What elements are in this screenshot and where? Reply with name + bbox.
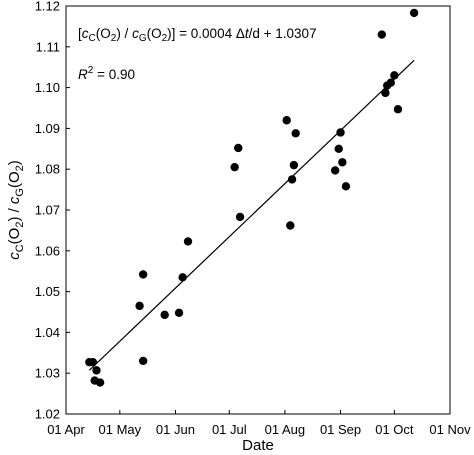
data-point: [341, 182, 351, 191]
data-point: [334, 144, 343, 153]
y-tick-label: 1.09: [35, 121, 60, 136]
y-tick-label: 1.12: [35, 0, 60, 14]
y-tick-label: 1.05: [35, 284, 60, 299]
x-tick-label: 01 Sep: [320, 422, 361, 437]
data-point: [235, 212, 245, 222]
x-tick-label: 01 Nov: [429, 422, 471, 437]
data-point: [138, 270, 148, 279]
y-tick-label: 1.10: [35, 80, 60, 95]
data-point: [138, 356, 148, 366]
data-point: [377, 30, 387, 39]
r-squared-annotation: R2 = 0.90: [78, 65, 135, 82]
data-point: [289, 160, 299, 170]
data-point: [291, 129, 300, 138]
y-tick-label: 1.07: [35, 203, 60, 218]
data-point: [95, 378, 105, 387]
data-point: [135, 301, 144, 311]
data-point: [230, 162, 239, 172]
x-tick-label: 01 Oct: [375, 422, 414, 437]
data-point: [92, 366, 101, 375]
data-point: [178, 273, 187, 282]
data-point: [390, 71, 399, 80]
x-tick-label: 01 Jun: [156, 422, 195, 437]
data-point: [330, 166, 340, 175]
y-axis: 1.02 1.03 1.04 1.05 1.06 1.07 1.08 1.09 1.10 1.11…: [35, 0, 70, 422]
fit-line: [88, 59, 415, 371]
data-point: [234, 143, 243, 153]
data-point: [160, 310, 169, 320]
data-point: [183, 237, 193, 246]
data-point: [287, 175, 297, 184]
x-tick-label: 01 Jul: [212, 422, 247, 437]
y-tick-label: 1.04: [35, 325, 60, 340]
x-axis: 01 Apr 01 May 01 Jun 01 Jul 01 Aug 01 Sep 01 O…: [47, 410, 471, 437]
data-points: [85, 8, 419, 387]
x-tick-label: 01 Apr: [47, 422, 85, 437]
data-point: [174, 308, 184, 318]
data-point: [336, 128, 345, 137]
y-tick-label: 1.08: [35, 162, 60, 177]
data-point: [88, 357, 98, 367]
data-point: [386, 78, 395, 87]
data-point: [393, 105, 403, 114]
y-tick-label: 1.03: [35, 366, 60, 381]
fit-line-group: [88, 59, 415, 371]
x-tick-label: 01 Aug: [265, 422, 306, 437]
equation-annotation: [cC(O2) / cG(O2)] = 0.0004 Δt/d + 1.0307: [78, 26, 317, 44]
y-tick-label: 1.11: [36, 39, 60, 54]
y-tick-label: 1.06: [35, 243, 60, 258]
x-axis-title: Date: [242, 437, 274, 454]
y-axis-title: cC(O2) / cG(O2): [6, 160, 26, 260]
data-point: [409, 8, 419, 18]
data-point: [338, 158, 347, 167]
data-point: [286, 221, 295, 230]
data-point: [282, 116, 291, 125]
data-point: [381, 88, 390, 98]
y-tick-label: 1.02: [35, 407, 60, 422]
x-tick-label: 01 May: [99, 422, 142, 437]
